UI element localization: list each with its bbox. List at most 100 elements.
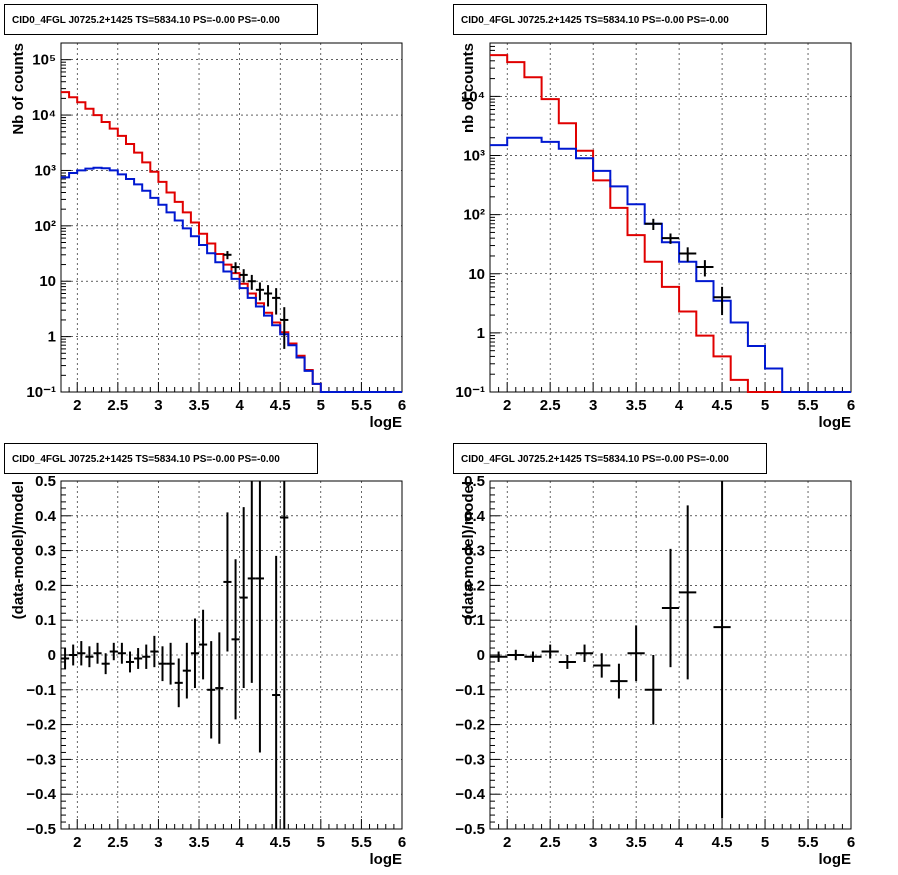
data-point bbox=[593, 653, 611, 678]
x-tick-label: 4 bbox=[235, 397, 244, 414]
y-tick-label: −0.1 bbox=[455, 682, 485, 699]
data-point bbox=[231, 559, 240, 720]
title-box bbox=[453, 443, 767, 474]
panel-p4: CID0_4FGL J0725.2+1425 TS=5834.10 PS=-0.… bbox=[453, 443, 855, 868]
data-point bbox=[77, 641, 86, 666]
title-box bbox=[453, 4, 767, 35]
data-point bbox=[223, 251, 232, 260]
data-point bbox=[247, 481, 256, 683]
x-tick-label: 5 bbox=[761, 834, 769, 851]
x-tick-label: 5 bbox=[317, 834, 325, 851]
x-tick-label: 6 bbox=[847, 834, 855, 851]
x-tick-label: 3.5 bbox=[626, 397, 647, 414]
y-tick-label: 0 bbox=[477, 647, 485, 664]
data-point bbox=[61, 648, 70, 669]
x-tick-label: 5 bbox=[761, 397, 769, 414]
x-tick-label: 3.5 bbox=[626, 834, 647, 851]
y-tick-label: −0.3 bbox=[26, 751, 56, 768]
data-point bbox=[713, 286, 731, 316]
y-tick-label: 10⁴ bbox=[461, 88, 485, 105]
x-tick-label: 6 bbox=[398, 397, 406, 414]
x-axis-label: logE bbox=[819, 414, 852, 431]
panel-p1: CID0_4FGL J0725.2+1425 TS=5834.10 PS=-0.… bbox=[4, 4, 406, 431]
x-tick-label: 4.5 bbox=[712, 397, 733, 414]
data-point bbox=[93, 642, 102, 664]
chart-title: CID0_4FGL J0725.2+1425 TS=5834.10 PS=-0.… bbox=[461, 454, 729, 465]
x-tick-label: 2 bbox=[73, 397, 81, 414]
data-point bbox=[134, 648, 143, 669]
y-tick-label: −0.4 bbox=[26, 786, 56, 803]
title-box bbox=[4, 4, 318, 35]
y-tick-label: 1 bbox=[48, 329, 56, 346]
x-tick-label: 2.5 bbox=[107, 834, 128, 851]
data-point bbox=[142, 644, 151, 669]
data-point bbox=[272, 288, 281, 315]
data-point bbox=[507, 649, 525, 661]
y-tick-label: 0.1 bbox=[35, 612, 56, 629]
chart-title: CID0_4FGL J0725.2+1425 TS=5834.10 PS=-0.… bbox=[12, 15, 280, 26]
x-axis-label: logE bbox=[370, 414, 403, 431]
data-point bbox=[231, 262, 240, 274]
x-tick-label: 3.5 bbox=[189, 397, 210, 414]
data-point bbox=[215, 632, 224, 744]
data-point bbox=[661, 233, 680, 244]
x-tick-label: 5.5 bbox=[798, 834, 819, 851]
y-tick-label: 0.5 bbox=[464, 473, 485, 490]
data-point bbox=[255, 282, 264, 301]
x-tick-label: 5.5 bbox=[351, 834, 372, 851]
y-tick-label: 10⁻¹ bbox=[26, 384, 56, 401]
x-tick-label: 3 bbox=[154, 397, 162, 414]
model-source-histogram bbox=[490, 136, 851, 393]
data-point bbox=[610, 663, 628, 699]
y-tick-label: 10⁻¹ bbox=[455, 384, 485, 401]
y-tick-label: −0.5 bbox=[26, 821, 56, 838]
data-point bbox=[541, 644, 559, 659]
y-tick-label: −0.2 bbox=[455, 717, 485, 734]
y-tick-label: 1 bbox=[477, 325, 485, 342]
y-tick-label: 0.3 bbox=[464, 543, 485, 560]
x-tick-label: 3 bbox=[154, 834, 162, 851]
model-total-histogram bbox=[490, 54, 851, 393]
x-tick-label: 2.5 bbox=[107, 397, 128, 414]
x-tick-label: 4 bbox=[675, 397, 684, 414]
y-tick-label: 0 bbox=[48, 647, 56, 664]
data-point bbox=[69, 644, 78, 666]
x-tick-label: 2 bbox=[73, 834, 81, 851]
panel-p3: CID0_4FGL J0725.2+1425 TS=5834.10 PS=-0.… bbox=[4, 443, 406, 868]
y-tick-label: −0.3 bbox=[455, 751, 485, 768]
x-tick-label: 5.5 bbox=[351, 397, 372, 414]
data-point bbox=[223, 512, 232, 652]
chart-title: CID0_4FGL J0725.2+1425 TS=5834.10 PS=-0.… bbox=[461, 15, 729, 26]
plot-frame bbox=[60, 42, 403, 393]
y-tick-label: 0.5 bbox=[35, 473, 56, 490]
y-tick-label: 0.1 bbox=[464, 612, 485, 629]
x-tick-label: 6 bbox=[398, 834, 406, 851]
data-point bbox=[101, 653, 110, 675]
data-point bbox=[713, 481, 731, 819]
x-tick-label: 2 bbox=[503, 834, 511, 851]
y-axis-label: (data-model)/model bbox=[10, 481, 27, 619]
data-point bbox=[696, 260, 714, 277]
data-point bbox=[490, 651, 508, 662]
data-point bbox=[199, 609, 208, 680]
y-tick-label: 10 bbox=[39, 273, 56, 290]
y-axis-label: Nb of counts bbox=[10, 43, 27, 135]
x-tick-label: 4 bbox=[235, 834, 244, 851]
data-point bbox=[109, 642, 118, 661]
data-point bbox=[255, 481, 264, 753]
x-tick-label: 3 bbox=[589, 397, 597, 414]
data-point bbox=[524, 651, 542, 662]
plot-frame bbox=[489, 42, 852, 393]
x-tick-label: 2 bbox=[503, 397, 511, 414]
data-point bbox=[679, 505, 697, 680]
data-point bbox=[85, 646, 94, 668]
x-tick-label: 4.5 bbox=[270, 397, 291, 414]
data-point bbox=[166, 642, 175, 685]
x-tick-label: 3.5 bbox=[189, 834, 210, 851]
panel-p2: CID0_4FGL J0725.2+1425 TS=5834.10 PS=-0.… bbox=[453, 4, 855, 431]
y-tick-label: −0.1 bbox=[26, 682, 56, 699]
data-point bbox=[280, 307, 289, 349]
x-tick-label: 5 bbox=[317, 397, 325, 414]
y-tick-label: 10² bbox=[34, 218, 56, 235]
data-point bbox=[679, 247, 697, 262]
